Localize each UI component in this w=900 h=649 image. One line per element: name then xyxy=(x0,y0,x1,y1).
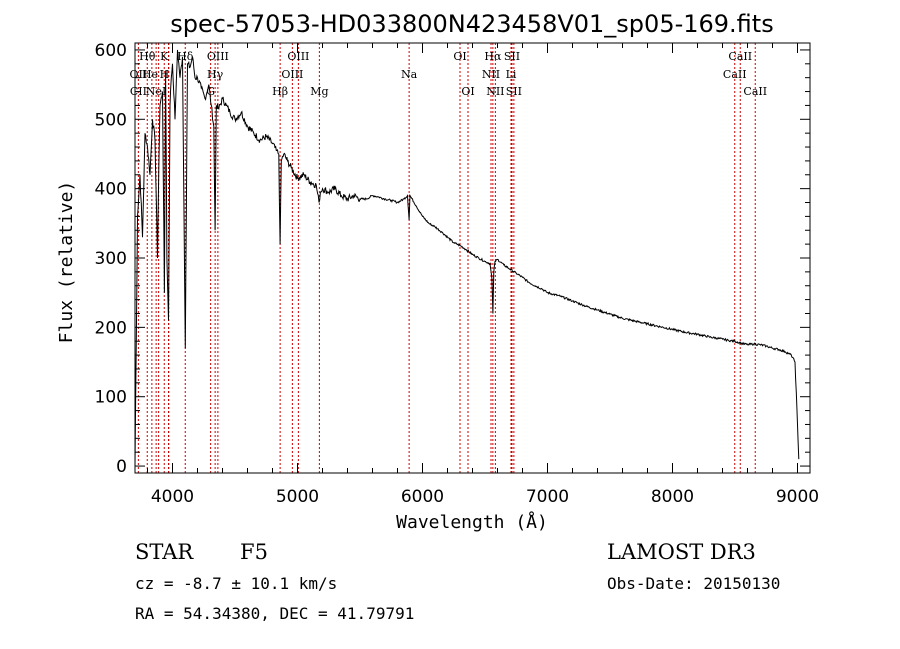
line-label-23: OI xyxy=(461,85,474,98)
y-tick-label-4: 400 xyxy=(95,180,127,200)
line-label-20: G xyxy=(206,85,215,98)
line-label-0: Hθ xyxy=(139,50,156,63)
x-tick-label-3: 7000 xyxy=(526,487,569,507)
object-class: STAR xyxy=(135,540,194,564)
line-label-24: NII xyxy=(486,85,504,98)
y-tick-label-0: 0 xyxy=(116,457,127,477)
line-label-9: OII xyxy=(130,68,148,81)
y-tick-label-2: 200 xyxy=(95,318,127,338)
spectral-line-markers xyxy=(137,43,756,473)
y-tick-label-3: 300 xyxy=(95,249,127,269)
line-label-12: Hγ xyxy=(207,68,224,81)
plot-frame xyxy=(134,42,811,474)
line-label-21: Hβ xyxy=(272,85,288,98)
line-label-25: SII xyxy=(506,85,522,98)
observation-date: Obs-Date: 20150130 xyxy=(607,574,780,593)
line-label-6: Hα xyxy=(484,50,502,63)
coordinates: RA = 54.34380, DEC = 41.79791 xyxy=(135,604,414,623)
survey-name: LAMOST DR3 xyxy=(607,540,756,564)
line-label-13: OIII xyxy=(281,68,303,81)
x-tick-label-5: 9000 xyxy=(776,487,819,507)
object-subclass: F5 xyxy=(240,540,268,564)
line-label-22: Mg xyxy=(310,85,328,98)
y-axis-label: Flux (relative) xyxy=(56,181,77,344)
line-label-17: CaII xyxy=(723,68,747,81)
line-label-1: K xyxy=(160,50,169,63)
line-label-26: CaII xyxy=(743,85,767,98)
line-label-14: Na xyxy=(401,68,418,81)
line-label-3: OIII xyxy=(207,50,229,63)
chart-title: spec-57053-HD033800N423458V01_sp05-169.f… xyxy=(170,10,773,38)
line-label-8: CaII xyxy=(728,50,752,63)
x-tick-label-1: 5000 xyxy=(276,487,319,507)
line-label-15: NII xyxy=(482,68,500,81)
x-axis-label: Wavelength (Å) xyxy=(396,511,548,533)
line-label-5: OI xyxy=(453,50,466,63)
line-label-10: He xyxy=(142,68,158,81)
redshift-cz: cz = -8.7 ± 10.1 km/s xyxy=(135,574,337,593)
y-tick-label-1: 100 xyxy=(95,388,127,408)
x-tick-label-2: 6000 xyxy=(401,487,444,507)
x-axis-ticks: 4000 5000 6000 7000 8000 9000 xyxy=(147,43,819,507)
line-label-2: Hδ xyxy=(177,50,194,63)
line-label-7: SII xyxy=(504,50,520,63)
y-axis-ticks: 0 100 200 300 400 500 600 xyxy=(95,41,810,477)
x-tick-label-4: 8000 xyxy=(651,487,694,507)
flux-series-line xyxy=(134,49,800,467)
y-tick-label-6: 600 xyxy=(95,41,127,61)
line-label-11: H xyxy=(160,68,170,81)
y-tick-label-5: 500 xyxy=(95,110,127,130)
x-tick-label-0: 4000 xyxy=(151,487,194,507)
line-label-19: NeI xyxy=(146,85,166,98)
line-label-4: OIII xyxy=(287,50,309,63)
line-label-16: Li xyxy=(506,68,517,81)
